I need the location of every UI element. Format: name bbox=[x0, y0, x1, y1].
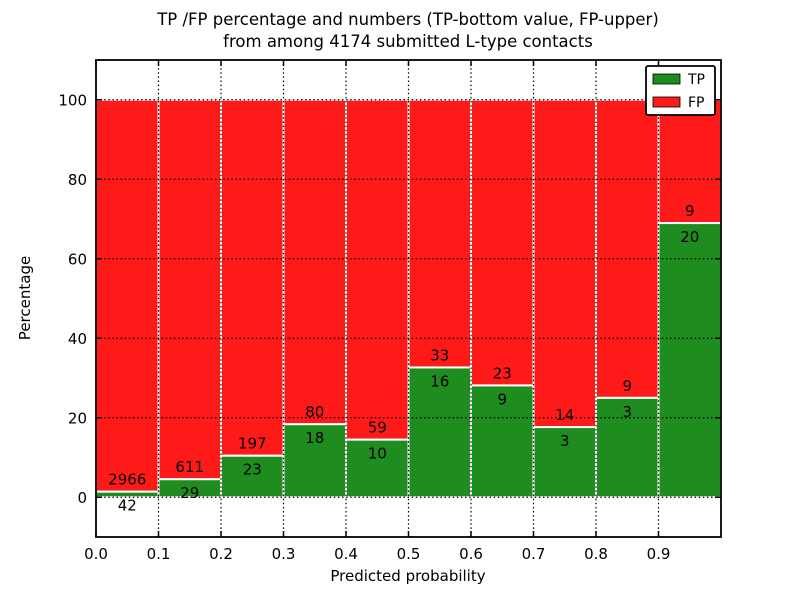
fp-count-label-8: 9 bbox=[622, 377, 632, 395]
x-tick-label-0.2: 0.2 bbox=[209, 545, 233, 563]
y-tick-label-0: 0 bbox=[77, 489, 87, 507]
legend: TP FP bbox=[645, 65, 716, 116]
bar-tp-6 bbox=[470, 384, 535, 499]
tp-count-label-2: 23 bbox=[243, 461, 262, 479]
x-axis-label: Predicted probability bbox=[330, 567, 485, 585]
legend-label-fp: FP bbox=[688, 95, 705, 111]
bar-count-labels-layer: 2966 42 611 29 197 23 80 18 59 10 33 16 23 9 14 3 9 3 9 20 bbox=[108, 202, 699, 515]
bar-fp-4 bbox=[345, 98, 410, 441]
legend-label-tp: TP bbox=[687, 72, 705, 88]
tp-count-label-8: 3 bbox=[622, 403, 632, 421]
fp-count-label-9: 9 bbox=[685, 202, 695, 220]
chart-title-line1: TP /FP percentage and numbers (TP-bottom… bbox=[156, 10, 659, 29]
y-tick-label-80: 80 bbox=[68, 171, 87, 189]
fp-count-label-3: 80 bbox=[305, 403, 324, 421]
fp-count-label-6: 23 bbox=[493, 364, 512, 382]
bar-tp-9 bbox=[657, 222, 722, 499]
y-tick-label-60: 60 bbox=[68, 250, 87, 268]
fp-count-label-4: 59 bbox=[368, 419, 387, 437]
x-tick-label-0.6: 0.6 bbox=[459, 545, 483, 563]
y-tick-label-100: 100 bbox=[58, 91, 87, 109]
bar-fp-1 bbox=[157, 98, 222, 481]
x-tick-label-0.9: 0.9 bbox=[647, 545, 671, 563]
gridlines-layer bbox=[96, 60, 721, 537]
x-tick-label-0.4: 0.4 bbox=[334, 545, 358, 563]
bar-fp-3 bbox=[282, 98, 347, 426]
bar-fp-7 bbox=[532, 98, 597, 429]
bar-fp-0 bbox=[95, 98, 160, 493]
bars-layer bbox=[95, 98, 722, 499]
tp-count-label-1: 29 bbox=[180, 484, 199, 502]
x-tick-label-0.7: 0.7 bbox=[522, 545, 546, 563]
bar-tp-5 bbox=[407, 366, 472, 499]
legend-swatch-tp bbox=[652, 73, 681, 85]
plot-frame bbox=[95, 59, 722, 538]
x-tick-label-0.3: 0.3 bbox=[272, 545, 296, 563]
bar-fp-2 bbox=[220, 98, 285, 457]
fp-count-label-0: 2966 bbox=[108, 471, 146, 489]
bar-fp-6 bbox=[470, 98, 535, 387]
bar-tp-4 bbox=[345, 438, 410, 499]
bar-fp-9 bbox=[657, 98, 722, 225]
ticks-layer bbox=[95, 60, 721, 537]
y-tick-label-20: 20 bbox=[68, 409, 87, 427]
x-tick-label-0.0: 0.0 bbox=[84, 545, 108, 563]
bar-fp-5 bbox=[407, 98, 472, 369]
legend-swatch-fp bbox=[652, 96, 681, 108]
x-tick-label-0.5: 0.5 bbox=[397, 545, 421, 563]
tp-count-label-3: 18 bbox=[305, 429, 324, 447]
tick-labels-layer: 0.0 0.1 0.2 0.3 0.4 0.5 0.6 0.7 0.8 0.9 0 20 40 60 80 1… bbox=[58, 91, 670, 563]
fp-count-label-7: 14 bbox=[555, 406, 574, 424]
tp-count-label-0: 42 bbox=[118, 497, 137, 515]
tp-count-label-5: 16 bbox=[430, 372, 449, 390]
bar-fp-8 bbox=[595, 98, 660, 399]
y-tick-label-40: 40 bbox=[68, 330, 87, 348]
tp-count-label-6: 9 bbox=[497, 390, 507, 408]
x-tick-label-0.1: 0.1 bbox=[147, 545, 171, 563]
bar-tp-8 bbox=[595, 396, 660, 499]
fp-count-label-1: 611 bbox=[175, 458, 204, 476]
y-axis-label: Percentage bbox=[16, 256, 34, 340]
tp-count-label-9: 20 bbox=[680, 228, 699, 246]
tp-count-label-4: 10 bbox=[368, 445, 387, 463]
fp-count-label-5: 33 bbox=[430, 346, 449, 364]
x-tick-label-0.8: 0.8 bbox=[584, 545, 608, 563]
chart-title-line2: from among 4174 submitted L-type contact… bbox=[223, 32, 593, 51]
tp-count-label-7: 3 bbox=[560, 432, 570, 450]
fp-count-label-2: 197 bbox=[238, 435, 267, 453]
